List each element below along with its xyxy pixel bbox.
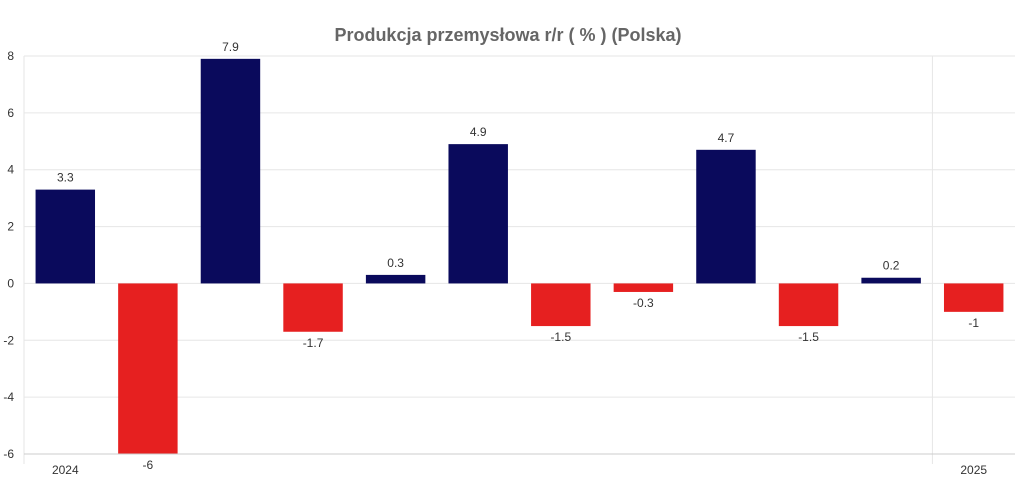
data-label-11: 0.2 xyxy=(883,259,900,273)
bar-5 xyxy=(365,274,426,284)
y-axis-tick-labels: -6 -4 -2 0 2 4 6 8 xyxy=(3,49,14,461)
chart-title: Produkcja przemysłowa r/r ( % ) (Polska) xyxy=(334,25,681,45)
data-label-2: -6 xyxy=(143,458,154,472)
y-tick-label: -2 xyxy=(3,333,14,347)
data-label-4: -1.7 xyxy=(303,336,324,350)
data-label-3: 7.9 xyxy=(222,40,239,54)
y-tick-label: -4 xyxy=(3,390,14,404)
y-tick-label: 6 xyxy=(7,106,14,120)
x-axis: 2024 2025 xyxy=(24,453,1015,477)
y-tick-label: 2 xyxy=(7,220,14,234)
bar-6 xyxy=(448,144,508,284)
bar-12 xyxy=(943,283,1004,312)
bar-8 xyxy=(613,283,674,292)
data-label-10: -1.5 xyxy=(798,330,819,344)
data-label-8: -0.3 xyxy=(633,296,654,310)
data-label-7: -1.5 xyxy=(550,330,571,344)
bar-10 xyxy=(778,283,839,327)
bar-9 xyxy=(696,149,756,284)
y-tick-label: 0 xyxy=(7,276,14,290)
bar-11 xyxy=(861,277,921,284)
bar-3 xyxy=(200,58,261,284)
bar-2 xyxy=(118,283,178,454)
bars xyxy=(35,58,1004,454)
bar-4 xyxy=(283,283,343,332)
data-label-12: -1 xyxy=(968,316,979,330)
bar-1 xyxy=(35,189,96,284)
x-axis-label-2025: 2025 xyxy=(960,463,987,477)
data-label-6: 4.9 xyxy=(470,125,487,139)
data-label-5: 0.3 xyxy=(387,256,404,270)
x-axis-label-2024: 2024 xyxy=(52,463,79,477)
data-labels: 3.3 -6 7.9 -1.7 0.3 4.9 -1.5 -0.3 4.7 -1.5 0.2 -1 xyxy=(57,40,979,472)
data-label-9: 4.7 xyxy=(718,131,735,145)
y-tick-label: 8 xyxy=(7,49,14,63)
y-tick-label: 4 xyxy=(7,163,14,177)
y-tick-label: -6 xyxy=(3,447,14,461)
data-label-1: 3.3 xyxy=(57,171,74,185)
bar-7 xyxy=(531,283,591,327)
grid xyxy=(23,55,1015,464)
